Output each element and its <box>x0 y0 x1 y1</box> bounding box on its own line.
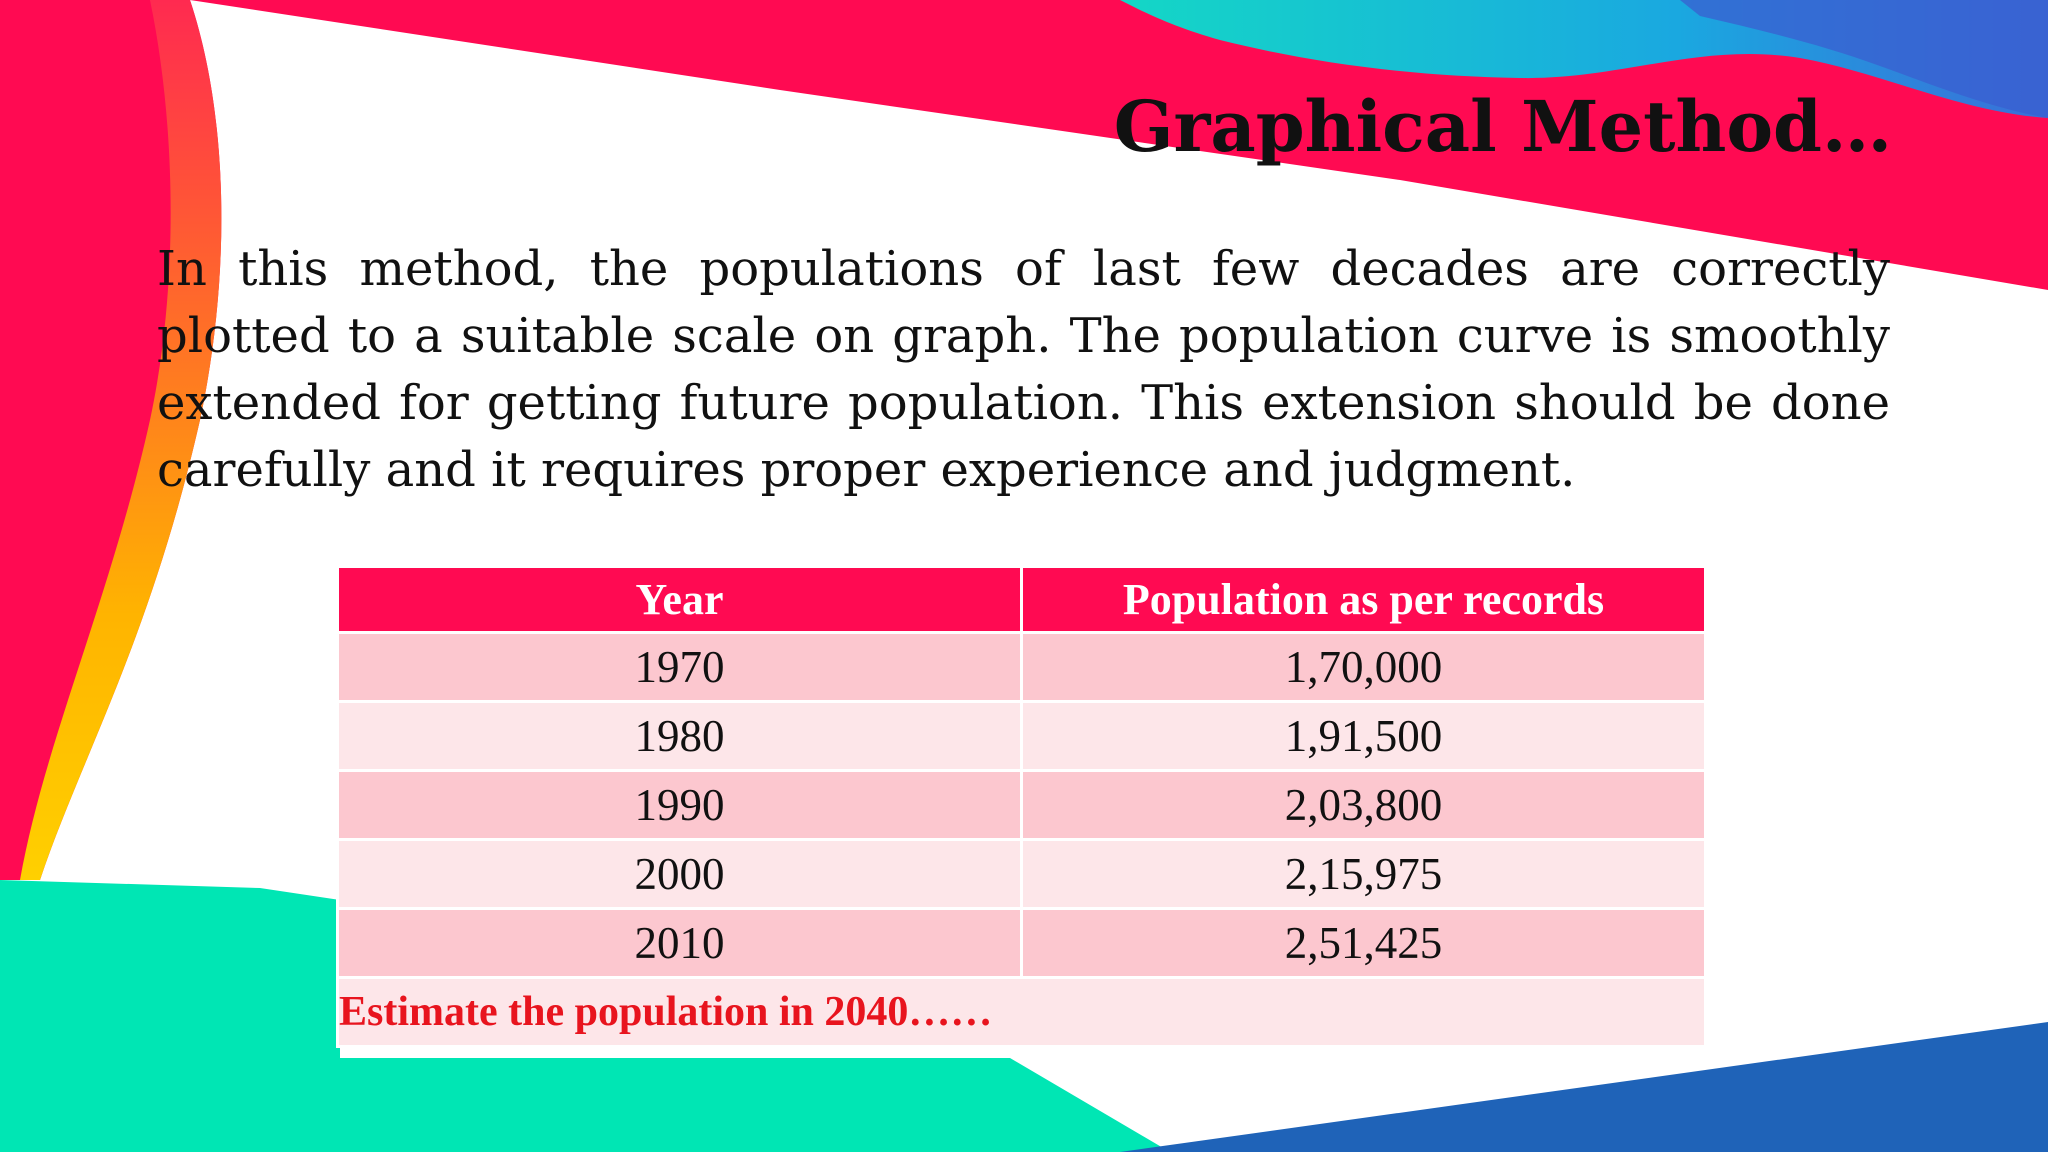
bottom-teal-shape <box>0 880 1170 1152</box>
year-cell: 1970 <box>336 631 1023 703</box>
table-note-row: Estimate the population in 2040…… <box>336 976 1707 1048</box>
table-row: 1980 1,91,500 <box>336 700 1707 772</box>
table-row: 2000 2,15,975 <box>336 838 1707 910</box>
population-cell: 2,15,975 <box>1020 838 1707 910</box>
year-cell: 2000 <box>336 838 1023 910</box>
population-cell: 1,91,500 <box>1020 700 1707 772</box>
population-cell: 2,03,800 <box>1020 769 1707 841</box>
year-cell: 1990 <box>336 769 1023 841</box>
slide-body-text: In this method, the populations of last … <box>157 241 1890 498</box>
column-header-year: Year <box>336 565 1023 634</box>
left-gradient-stripe <box>20 0 222 880</box>
column-header-population: Population as per records <box>1020 565 1707 634</box>
table-row: 1990 2,03,800 <box>336 769 1707 841</box>
population-table: Year Population as per records 1970 1,70… <box>336 565 1707 1048</box>
year-cell: 2010 <box>336 907 1023 979</box>
bottom-blue-shape <box>1120 1022 2048 1152</box>
population-cell: 2,51,425 <box>1020 907 1707 979</box>
slide-title: Graphical Method… <box>1113 85 1892 168</box>
year-cell: 1980 <box>336 700 1023 772</box>
table-row: 2010 2,51,425 <box>336 907 1707 979</box>
top-right-wave-deep <box>1680 0 2048 118</box>
table-header-row: Year Population as per records <box>336 565 1707 634</box>
population-cell: 1,70,000 <box>1020 631 1707 703</box>
table-row: 1970 1,70,000 <box>336 631 1707 703</box>
left-pink-panel <box>0 0 222 880</box>
estimate-note: Estimate the population in 2040…… <box>336 976 1707 1048</box>
